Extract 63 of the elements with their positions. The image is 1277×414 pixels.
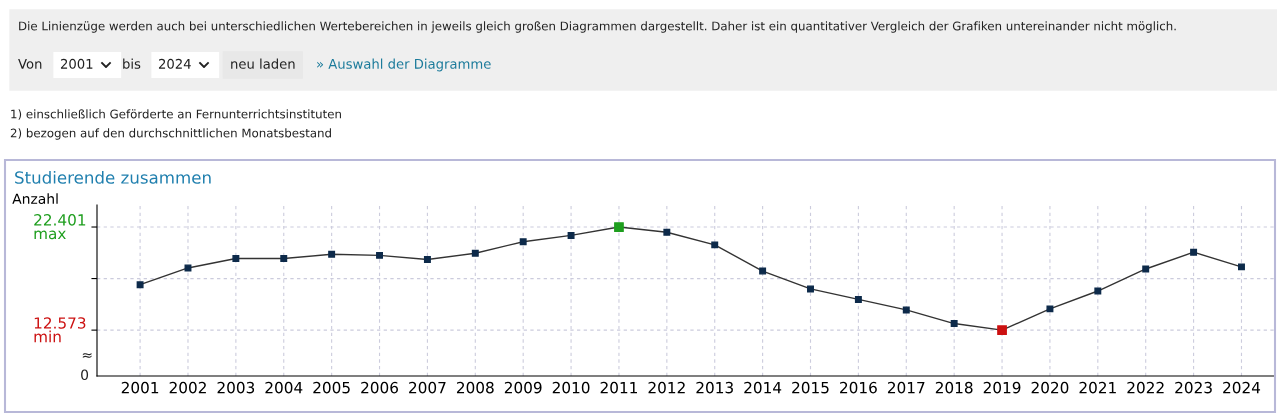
x-tick-label: 2004 (265, 381, 303, 394)
x-tick-label: 2020 (1031, 381, 1069, 394)
chart-title: Studierende zusammen (15, 170, 211, 184)
point (1046, 305, 1054, 313)
text: bis (123, 58, 141, 69)
text: Von (18, 59, 42, 69)
text: 1) einschließlich Geförderte an Fernunterrichtsinstituten (11, 109, 341, 120)
point (136, 281, 144, 289)
x-tick-label: 2002 (169, 381, 206, 394)
point (519, 238, 527, 246)
x-tick-label: 2006 (361, 381, 399, 394)
point (184, 264, 192, 272)
x-tick-label: 2005 (313, 381, 350, 394)
x-tick-label: 2001 (121, 381, 159, 394)
point (328, 250, 336, 258)
text: Die Linienzüge werden auch bei unterschiedlichen Wertebereichen in jeweils gleich großen Diagrammen dargestellt. Daher ist ein quantitativer Vergleich der Grafiken untereinander nicht möglich. (19, 21, 1176, 33)
point (567, 231, 575, 239)
point (997, 325, 1007, 335)
x-tick-label: 2019 (983, 381, 1021, 394)
x-tick-label: 2008 (456, 381, 494, 394)
y-tick-label: 22.401 max (34, 214, 86, 240)
point (902, 306, 910, 314)
point (232, 255, 240, 262)
point (1094, 287, 1102, 295)
x-tick-label: 2023 (1175, 381, 1212, 394)
point (376, 251, 384, 259)
point (854, 295, 862, 303)
text: ≈ (82, 352, 92, 358)
x-tick-label: 2022 (1127, 381, 1164, 394)
point (807, 285, 814, 293)
text: 2001 (60, 58, 93, 69)
x-tick-label: 2009 (504, 381, 542, 394)
x-tick-label: 2017 (887, 381, 925, 394)
x-tick-label: 2021 (1079, 381, 1116, 394)
x-tick-label: 2016 (840, 381, 877, 394)
text: 0 (81, 369, 89, 381)
x-tick-label: 2003 (217, 381, 255, 394)
x-tick-label: 2011 (600, 381, 637, 394)
x-tick-label: 2013 (696, 381, 733, 394)
point (711, 241, 719, 249)
x-tick-label: 2007 (409, 381, 446, 394)
point (950, 320, 958, 328)
text: 2) bezogen auf den durchschnittlichen Monatsbestand (10, 128, 331, 140)
x-tick-label: 2015 (792, 381, 829, 394)
point (1142, 265, 1150, 273)
x-tick-label: 2024 (1223, 381, 1261, 394)
x-tick-label: 2014 (744, 381, 782, 394)
text: neu laden (231, 58, 295, 69)
x-tick-label: 2010 (552, 381, 590, 394)
point (614, 222, 624, 232)
y-tick-label: 12.573 min (34, 317, 86, 343)
text: » Auswahl der Diagramme (317, 58, 491, 72)
point (423, 256, 431, 264)
point (1190, 248, 1198, 256)
point (759, 267, 767, 275)
text: 2024 (158, 58, 191, 69)
point (471, 249, 479, 257)
point (663, 228, 671, 236)
point (1238, 263, 1245, 271)
point (280, 255, 288, 262)
y-axis-title: Anzahl (12, 193, 58, 205)
x-tick-label: 2012 (648, 381, 685, 394)
x-tick-label: 2018 (935, 381, 973, 394)
